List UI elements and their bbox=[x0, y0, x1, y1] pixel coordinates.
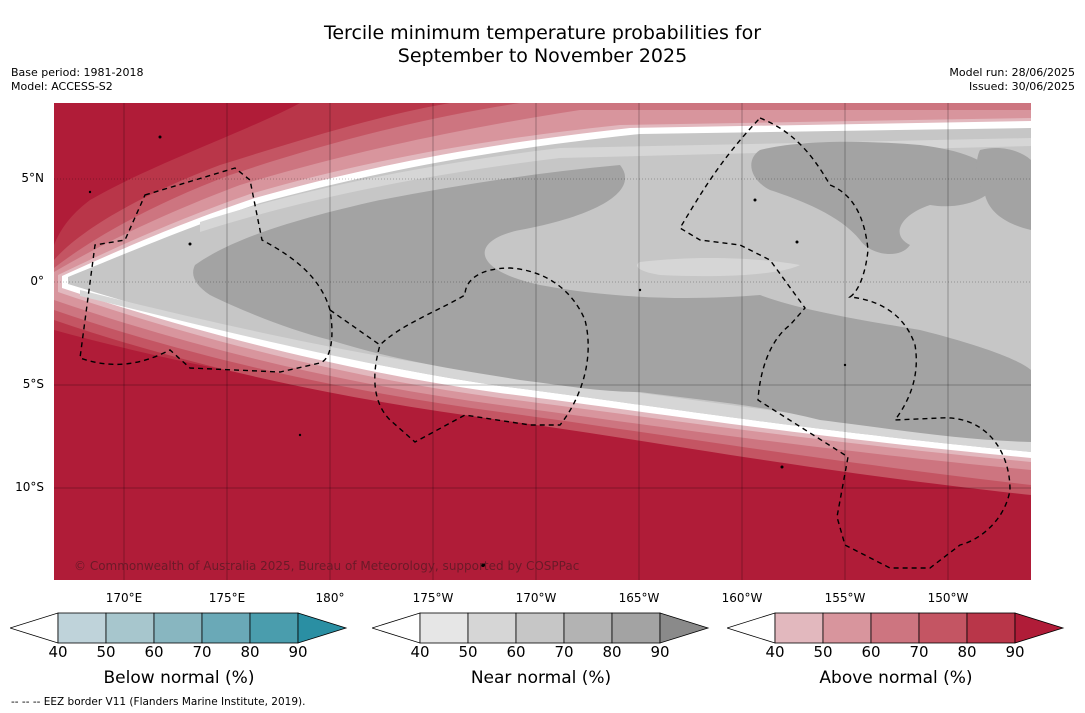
lat-label-0: 0° bbox=[30, 274, 44, 288]
model-run: Model run: 28/06/2025 bbox=[949, 66, 1075, 79]
lon-label-155w: 155°W bbox=[824, 591, 866, 605]
cbar-near-50 bbox=[467, 612, 517, 644]
tick: 70 bbox=[192, 643, 212, 661]
cbar-below-50 bbox=[105, 612, 155, 644]
cbar-below-min bbox=[10, 612, 59, 644]
copyright-text: © Commonwealth of Australia 2025, Bureau… bbox=[74, 559, 579, 573]
map-fill bbox=[54, 103, 1031, 580]
above-red-north-mask bbox=[54, 103, 300, 245]
cbar-above-70 bbox=[918, 612, 968, 644]
lon-label-170e: 170°E bbox=[105, 591, 143, 605]
tick: 90 bbox=[650, 643, 670, 661]
lat-label-10s: 10°S bbox=[15, 480, 44, 494]
near-normal-colorbar bbox=[372, 612, 710, 644]
base-period: Base period: 1981-2018 bbox=[11, 66, 144, 79]
model-name: Model: ACCESS-S2 bbox=[11, 80, 113, 93]
base-info: Base period: 1981-2018 Model: ACCESS-S2 bbox=[11, 66, 143, 94]
near-normal-70-west-patch bbox=[193, 165, 1031, 442]
tick: 60 bbox=[506, 643, 526, 661]
tick: 60 bbox=[144, 643, 164, 661]
tick: 50 bbox=[96, 643, 116, 661]
title-line-1: Tercile minimum temperature probabilitie… bbox=[323, 22, 762, 44]
tick: 80 bbox=[602, 643, 622, 661]
tick: 80 bbox=[957, 643, 977, 661]
cbar-below-60 bbox=[153, 612, 203, 644]
cbar-near-min bbox=[372, 612, 421, 644]
cbar-near-max bbox=[659, 612, 710, 644]
tick: 40 bbox=[48, 643, 68, 661]
tick: 50 bbox=[458, 643, 478, 661]
lon-label-170w: 170°W bbox=[515, 591, 557, 605]
title-line-2: September to November 2025 bbox=[397, 45, 688, 67]
cbar-above-min bbox=[727, 612, 776, 644]
map-title: Tercile minimum temperature probabilitie… bbox=[0, 22, 1085, 68]
tick: 90 bbox=[1005, 643, 1025, 661]
cbar-above-40 bbox=[774, 612, 824, 644]
tick: 70 bbox=[554, 643, 574, 661]
below-normal-title: Below normal (%) bbox=[103, 668, 255, 688]
above-red-south-mask bbox=[54, 330, 1031, 580]
eez-legend-note: -- -- -- EEZ border V11 (Flanders Marine… bbox=[11, 696, 306, 708]
cbar-above-60 bbox=[870, 612, 920, 644]
issued-date: Issued: 30/06/2025 bbox=[968, 80, 1075, 93]
cbar-below-70 bbox=[201, 612, 251, 644]
cbar-above-80 bbox=[966, 612, 1016, 644]
cbar-near-40 bbox=[419, 612, 469, 644]
cbar-near-70 bbox=[563, 612, 613, 644]
above-normal-title: Above normal (%) bbox=[819, 668, 973, 688]
tick: 70 bbox=[909, 643, 929, 661]
lat-label-5s: 5°S bbox=[22, 377, 44, 391]
near-normal-50-north-strip bbox=[200, 138, 1031, 232]
near-normal-title: Near normal (%) bbox=[470, 668, 612, 688]
above-normal-colorbar bbox=[727, 612, 1065, 644]
near-normal-70-east-patch bbox=[751, 141, 1000, 255]
lon-label-160w: 160°W bbox=[721, 591, 763, 605]
lon-label-175w: 175°W bbox=[412, 591, 454, 605]
lon-label-150w: 150°W bbox=[927, 591, 969, 605]
lon-label-180: 180° bbox=[315, 591, 345, 605]
lat-label-5n: 5°N bbox=[21, 171, 44, 185]
islands bbox=[88, 135, 847, 567]
near-normal-50-south-strip bbox=[80, 290, 1031, 452]
run-info: Model run: 28/06/2025 Issued: 30/06/2025 bbox=[949, 66, 1075, 94]
eez-borders bbox=[79, 117, 1011, 569]
lon-label-175e: 175°E bbox=[208, 591, 246, 605]
cbar-near-80 bbox=[611, 612, 661, 644]
lon-label-165w: 165°W bbox=[618, 591, 660, 605]
cbar-below-80 bbox=[249, 612, 299, 644]
graticule bbox=[54, 103, 1031, 580]
tick: 80 bbox=[240, 643, 260, 661]
tick: 40 bbox=[765, 643, 785, 661]
cbar-near-60 bbox=[515, 612, 565, 644]
near-normal-50-light-patch bbox=[636, 258, 800, 277]
cbar-above-max bbox=[1014, 612, 1065, 644]
cbar-below-40 bbox=[57, 612, 107, 644]
tick: 60 bbox=[861, 643, 881, 661]
cbar-above-50 bbox=[822, 612, 872, 644]
near-normal-70-far-east bbox=[976, 148, 1031, 230]
below-normal-colorbar bbox=[10, 612, 348, 644]
tick: 50 bbox=[813, 643, 833, 661]
tick: 90 bbox=[288, 643, 308, 661]
cbar-below-max bbox=[297, 612, 348, 644]
tick: 40 bbox=[410, 643, 430, 661]
